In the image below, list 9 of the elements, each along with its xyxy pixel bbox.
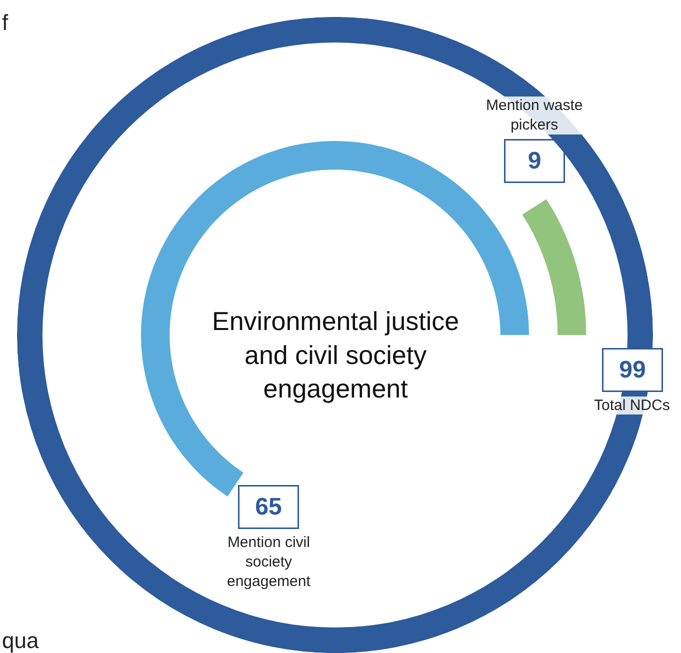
text: f [2, 10, 9, 35]
text: qua [2, 628, 40, 653]
data-label: 9 [528, 148, 542, 174]
data-label: 65 [255, 494, 282, 520]
data-label: 99 [619, 356, 646, 384]
category-label: Mention waste pickers [486, 97, 583, 134]
text: Environmental justice and civil society engagement [212, 306, 460, 404]
category-label: Total NDCs [594, 397, 670, 414]
category-label: Mention civil society engagement [227, 534, 312, 590]
